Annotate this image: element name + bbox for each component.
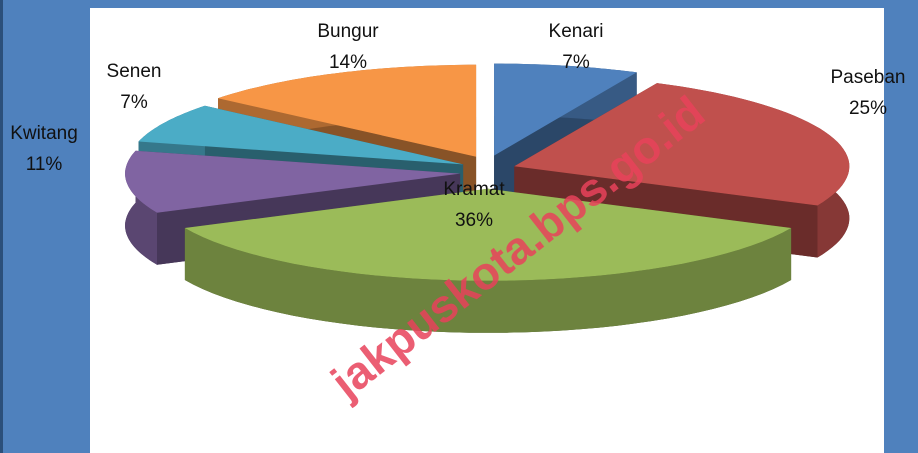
data-label-value: 7% (562, 52, 590, 73)
slice-side (184, 228, 792, 333)
data-label-value: 7% (120, 92, 148, 113)
frame-edge (0, 0, 3, 453)
slice (218, 64, 477, 157)
slice (125, 150, 461, 213)
data-label-value: 11% (26, 154, 63, 175)
data-label-value: 36% (455, 210, 493, 231)
data-label-name: Kenari (549, 21, 604, 42)
data-label-name: Kramat (443, 179, 505, 200)
pie (125, 63, 850, 333)
slice (514, 83, 850, 206)
slice (184, 188, 792, 281)
labels: Kenari 7% Paseban 25% Kramat 36% Kwitang 11% Sen… (10, 21, 905, 231)
slice (138, 105, 464, 165)
data-label-name: Paseban (830, 67, 905, 88)
data-label-name: Kwitang (10, 123, 78, 144)
data-label-value: 14% (329, 52, 367, 73)
slice (494, 63, 637, 156)
data-label-value: 25% (849, 98, 887, 119)
data-label-name: Bungur (317, 21, 379, 42)
data-label-name: Senen (107, 61, 162, 82)
slice (184, 188, 792, 333)
